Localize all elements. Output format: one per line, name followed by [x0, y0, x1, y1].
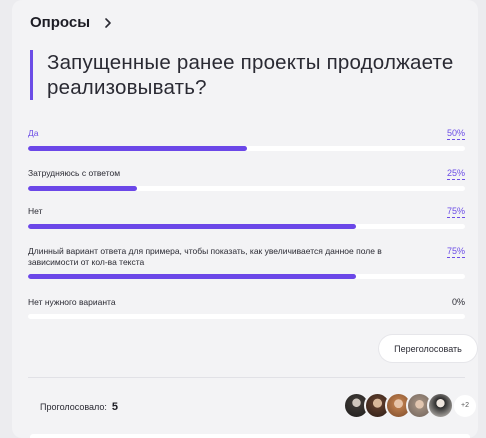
option-percent: 0%	[451, 297, 465, 307]
option-label: Нет	[28, 206, 43, 216]
option-progress-bar	[28, 224, 465, 229]
option-progress-fill	[28, 274, 356, 279]
option-label: Нет нужного варианта	[28, 297, 116, 307]
voted-count: 5	[111, 401, 119, 413]
option-label: Затрудняюсь с ответом	[28, 168, 121, 178]
poll-card: Опросы Запущенные ранее проекты продолжа…	[12, 0, 478, 438]
poll-header[interactable]: Опросы	[30, 14, 116, 31]
option-percent-link[interactable]: 75%	[446, 206, 465, 218]
option-label: Длинный вариант ответа для примера, чтоб…	[28, 246, 382, 267]
option-percent-link[interactable]: 75%	[446, 246, 465, 258]
poll-option-2: Затрудняюсь с ответом 25%	[28, 168, 465, 191]
option-progress-fill	[28, 186, 138, 191]
option-progress-bar	[28, 146, 465, 151]
revote-button[interactable]: Переголосовать	[379, 335, 477, 362]
option-progress-bar	[28, 274, 465, 279]
avatar[interactable]	[427, 392, 454, 419]
more-voters-badge[interactable]: +2	[452, 392, 478, 419]
poll-option-4: Длинный вариант ответа для примера, чтоб…	[28, 246, 465, 279]
divider	[28, 377, 465, 378]
poll-option-1: Да 50%	[28, 128, 465, 151]
option-progress-fill	[28, 146, 247, 151]
poll-option-5: Нет нужного варианта 0%	[28, 297, 465, 319]
option-percent-link[interactable]: 50%	[446, 128, 465, 140]
voted-label: Проголосовало:	[40, 402, 107, 412]
option-progress-bar	[28, 186, 465, 191]
section-title[interactable]: Опросы	[30, 14, 91, 31]
next-card-edge	[30, 434, 470, 438]
poll-option-3: Нет 75%	[28, 206, 465, 229]
voter-avatars[interactable]: +2	[343, 392, 478, 419]
chevron-right-icon[interactable]	[100, 15, 116, 31]
option-percent-link[interactable]: 25%	[446, 168, 465, 180]
option-progress-fill	[28, 224, 356, 229]
voted-summary: Проголосовало: 5	[40, 401, 118, 413]
poll-question: Запущенные ранее проекты продолжаете реа…	[30, 50, 470, 100]
option-progress-bar	[28, 314, 465, 319]
option-label: Да	[28, 128, 39, 138]
